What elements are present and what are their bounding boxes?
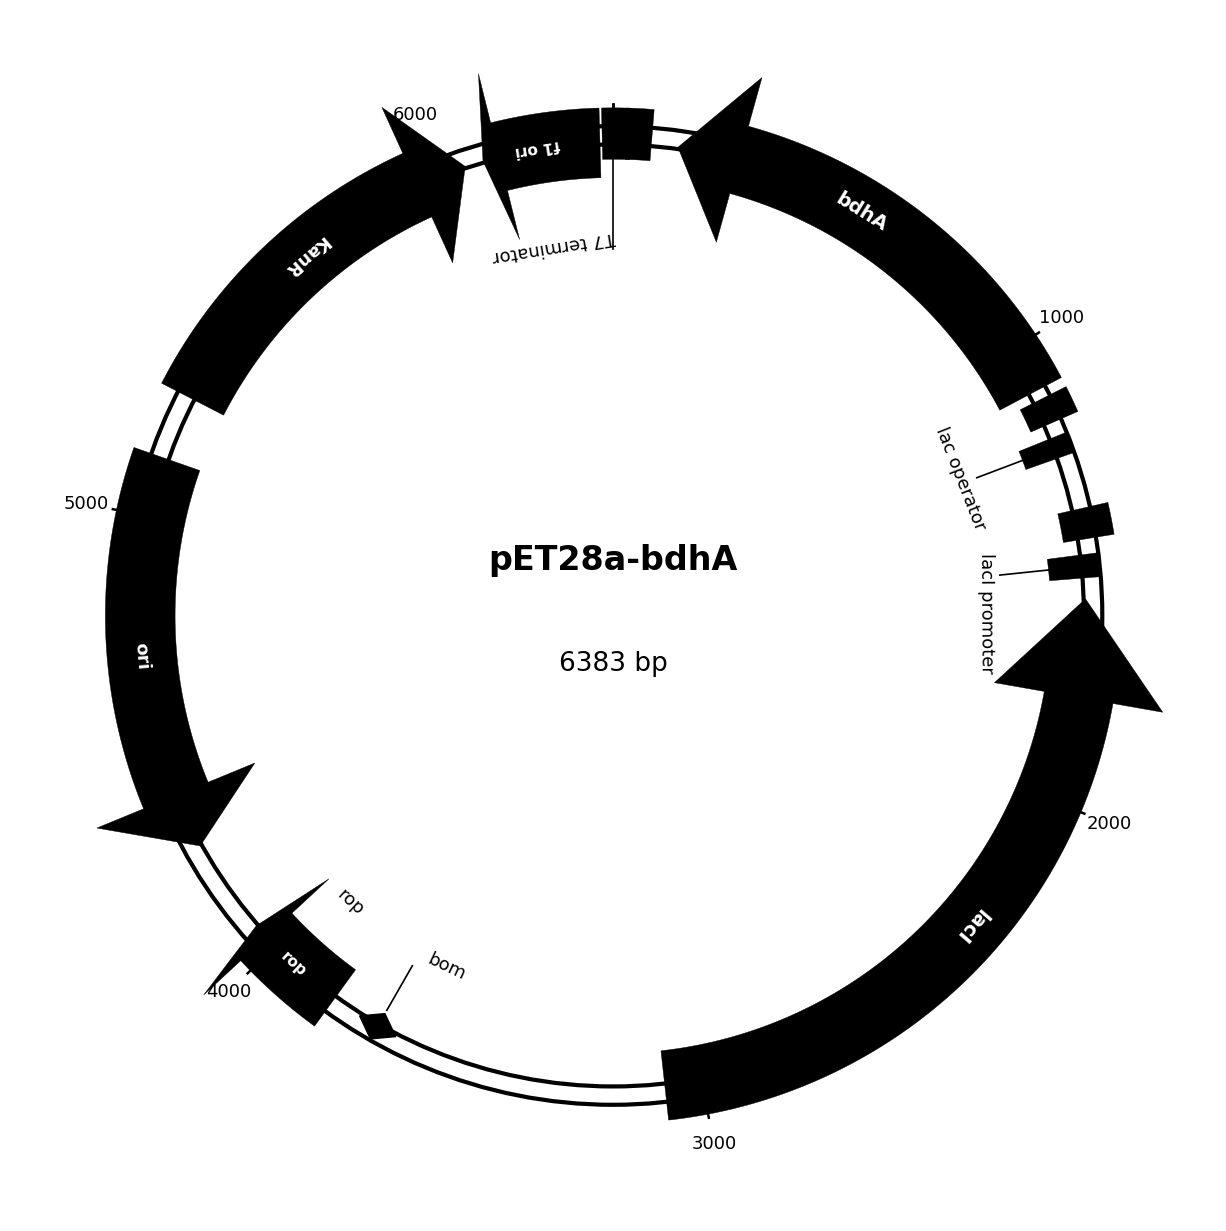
Text: bom: bom xyxy=(425,950,468,984)
Text: 1000: 1000 xyxy=(1038,309,1084,326)
Text: rop: rop xyxy=(333,885,368,920)
Polygon shape xyxy=(1019,432,1074,469)
Polygon shape xyxy=(162,107,465,415)
Text: ori: ori xyxy=(131,641,152,671)
Text: 6383 bp: 6383 bp xyxy=(559,651,667,677)
Text: lacI: lacI xyxy=(951,905,991,945)
Polygon shape xyxy=(1058,502,1114,543)
Text: 4000: 4000 xyxy=(206,984,251,1001)
Text: lac operator: lac operator xyxy=(932,425,988,533)
Text: rop: rop xyxy=(277,949,309,980)
Polygon shape xyxy=(204,879,356,1027)
Polygon shape xyxy=(359,1013,396,1039)
Text: f1 ori: f1 ori xyxy=(514,137,562,159)
Text: bdhA: bdhA xyxy=(831,190,890,235)
Text: T7 terminator: T7 terminator xyxy=(490,229,617,266)
Polygon shape xyxy=(625,108,655,161)
Text: 6000: 6000 xyxy=(392,106,438,124)
Polygon shape xyxy=(602,108,631,160)
Polygon shape xyxy=(678,78,1062,410)
Text: 3000: 3000 xyxy=(691,1135,737,1153)
Text: 2000: 2000 xyxy=(1086,815,1132,833)
Polygon shape xyxy=(661,598,1162,1120)
Text: KanR: KanR xyxy=(280,231,331,279)
Polygon shape xyxy=(1020,387,1078,432)
Polygon shape xyxy=(1047,553,1101,581)
Polygon shape xyxy=(478,74,601,240)
Text: 5000: 5000 xyxy=(64,495,109,512)
Text: pET28a-bdhA: pET28a-bdhA xyxy=(488,544,738,577)
Text: lacI promoter: lacI promoter xyxy=(977,553,996,673)
Polygon shape xyxy=(97,447,255,846)
